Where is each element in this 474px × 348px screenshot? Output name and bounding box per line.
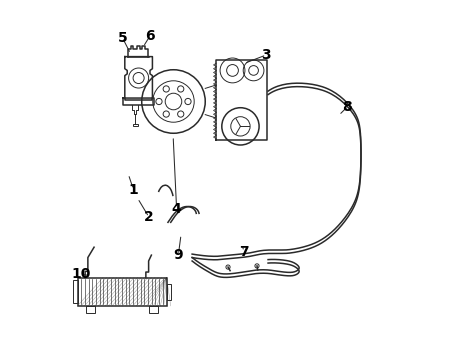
Bar	[166, 284, 172, 300]
Text: 1: 1	[128, 183, 138, 197]
Text: 7: 7	[239, 245, 249, 259]
Text: 3: 3	[262, 48, 271, 62]
Text: 6: 6	[145, 29, 155, 43]
Text: 9: 9	[173, 248, 183, 262]
Text: 4: 4	[172, 201, 182, 215]
Text: 10: 10	[71, 267, 91, 281]
Text: 8: 8	[343, 100, 352, 114]
Text: 2: 2	[144, 210, 154, 224]
Bar	[86, 306, 95, 313]
Bar	[149, 306, 158, 313]
Bar	[73, 280, 78, 303]
Text: 5: 5	[118, 31, 127, 45]
Bar	[134, 124, 138, 126]
Bar	[78, 278, 166, 306]
